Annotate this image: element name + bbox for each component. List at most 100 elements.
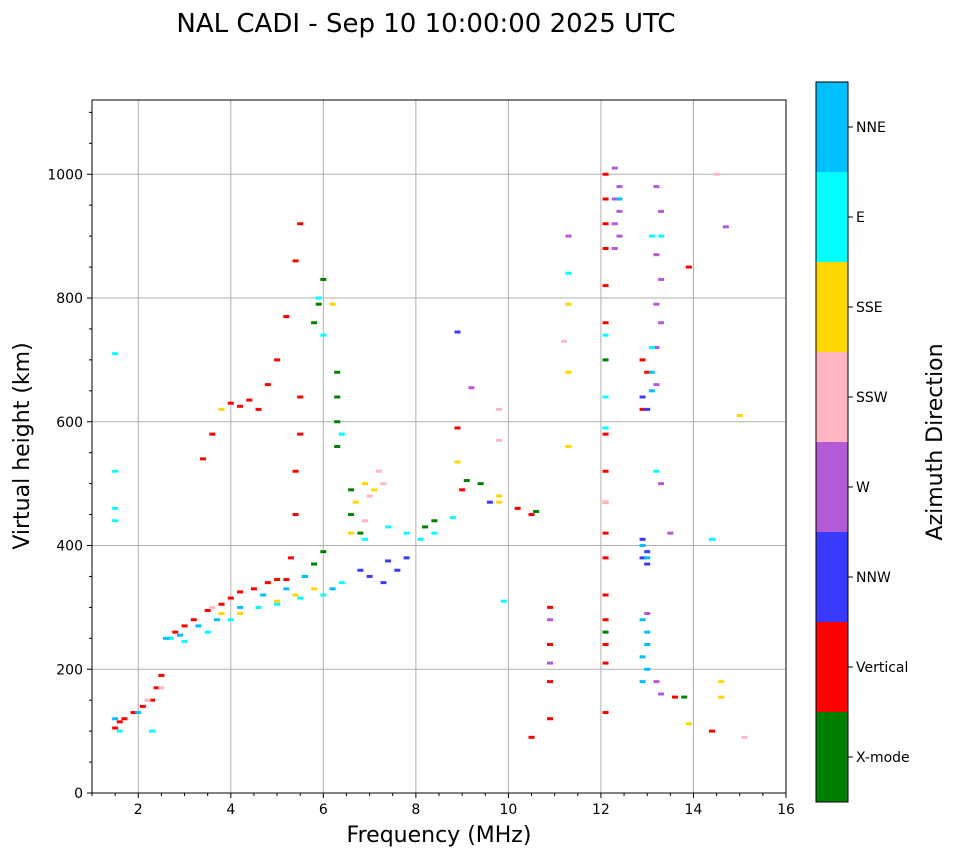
x-tick-label: 12 bbox=[592, 802, 610, 818]
data-point bbox=[394, 568, 401, 572]
data-point bbox=[708, 537, 715, 541]
colorbar-swatch bbox=[816, 262, 848, 352]
x-ticks: 2 4 6 8 10 12 14 16 bbox=[91, 793, 795, 818]
data-point bbox=[403, 531, 410, 535]
data-point bbox=[121, 717, 128, 721]
data-point bbox=[611, 166, 618, 170]
series-nne bbox=[112, 197, 655, 721]
data-point bbox=[361, 537, 368, 541]
colorbar-tick-label: W bbox=[856, 480, 870, 496]
data-point bbox=[454, 330, 461, 334]
data-point bbox=[181, 639, 188, 643]
y-ticks: 0 200 400 600 800 1000 bbox=[47, 111, 92, 802]
data-point bbox=[639, 537, 646, 541]
data-point bbox=[602, 247, 609, 250]
data-point bbox=[616, 185, 623, 189]
data-point bbox=[130, 711, 137, 715]
data-point bbox=[602, 395, 609, 399]
data-point bbox=[320, 593, 327, 597]
data-point bbox=[648, 370, 655, 374]
data-point bbox=[250, 587, 257, 591]
data-point bbox=[708, 729, 715, 733]
colorbar-frame bbox=[815, 81, 849, 803]
data-point bbox=[602, 333, 609, 337]
colorbar-tick-label: NNW bbox=[856, 570, 891, 586]
data-point bbox=[375, 469, 382, 473]
chart-title: NAL CADI - Sep 10 10:00:00 2025 UTC bbox=[176, 9, 675, 39]
data-point bbox=[644, 550, 651, 554]
data-point bbox=[602, 593, 609, 597]
colorbar-tick-label: Vertical bbox=[856, 660, 908, 676]
data-point bbox=[736, 414, 743, 418]
data-point bbox=[718, 695, 725, 699]
data-point bbox=[292, 469, 299, 473]
data-point bbox=[611, 222, 618, 226]
data-point bbox=[653, 302, 660, 306]
data-point bbox=[602, 284, 609, 288]
data-point bbox=[311, 321, 318, 325]
data-point bbox=[297, 432, 304, 436]
data-point bbox=[648, 389, 655, 393]
data-point bbox=[116, 729, 123, 733]
colorbar-tick-label: SSE bbox=[856, 300, 883, 316]
data-point bbox=[237, 404, 244, 408]
data-point bbox=[297, 395, 304, 399]
data-point bbox=[292, 513, 299, 517]
data-point bbox=[403, 556, 410, 560]
plot-frame bbox=[91, 99, 787, 794]
data-point bbox=[320, 550, 327, 554]
data-point bbox=[547, 618, 554, 622]
data-point bbox=[274, 602, 281, 606]
data-point bbox=[611, 247, 618, 250]
data-point bbox=[486, 500, 493, 504]
data-point bbox=[565, 370, 572, 374]
data-point bbox=[209, 432, 216, 436]
data-point bbox=[667, 531, 674, 535]
data-point bbox=[283, 578, 290, 582]
data-point bbox=[653, 253, 660, 257]
data-point bbox=[112, 469, 119, 473]
series-x-mode bbox=[301, 277, 688, 699]
data-point bbox=[292, 593, 299, 597]
data-point bbox=[454, 460, 461, 464]
y-tick-label: 800 bbox=[56, 291, 83, 307]
data-point bbox=[297, 596, 304, 600]
data-point bbox=[648, 346, 655, 349]
data-point bbox=[218, 612, 225, 616]
data-point bbox=[190, 618, 197, 622]
y-tick-label: 200 bbox=[56, 662, 83, 678]
y-tick-label: 1000 bbox=[47, 167, 83, 183]
data-point bbox=[149, 729, 156, 733]
data-point bbox=[658, 277, 665, 281]
data-point bbox=[366, 494, 373, 498]
data-point bbox=[681, 695, 688, 699]
colorbar-tick-label: NNE bbox=[856, 120, 886, 136]
data-point bbox=[213, 618, 220, 622]
data-point bbox=[713, 172, 720, 176]
data-point bbox=[547, 661, 554, 665]
data-point bbox=[204, 608, 211, 612]
data-point bbox=[653, 185, 660, 189]
x-tick-label: 16 bbox=[777, 802, 795, 818]
data-point bbox=[514, 506, 521, 510]
data-point bbox=[200, 457, 207, 461]
grid-lines bbox=[92, 100, 786, 793]
data-point bbox=[528, 513, 535, 517]
data-point bbox=[565, 445, 572, 448]
data-point bbox=[338, 432, 345, 436]
data-point bbox=[181, 624, 188, 628]
y-tick-label: 400 bbox=[56, 539, 83, 555]
data-point bbox=[602, 643, 609, 646]
data-point bbox=[195, 624, 202, 628]
data-point bbox=[639, 618, 646, 622]
data-point bbox=[496, 407, 503, 411]
data-point bbox=[385, 559, 392, 563]
data-point bbox=[648, 234, 655, 238]
data-point bbox=[644, 562, 651, 566]
data-point bbox=[602, 556, 609, 560]
data-point bbox=[602, 432, 609, 436]
data-point bbox=[658, 321, 665, 325]
data-point bbox=[602, 618, 609, 622]
data-point bbox=[565, 302, 572, 306]
data-point bbox=[112, 726, 119, 730]
